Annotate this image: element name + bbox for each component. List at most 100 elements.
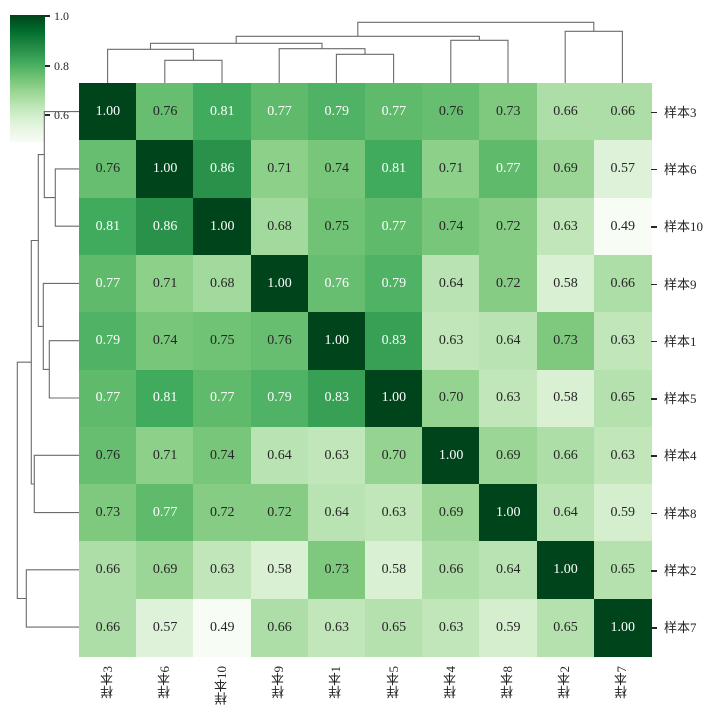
row-tick (651, 168, 657, 171)
column-label: 样本9 (271, 666, 287, 699)
row-label: 样本5 (664, 391, 697, 407)
colorbar-tick-label: 0.8 (54, 59, 69, 73)
row-label: 样本8 (664, 505, 697, 521)
heatmap-cell: 0.64 (479, 312, 538, 371)
heatmap-cell: 0.77 (136, 484, 194, 542)
heatmap-cell: 0.71 (422, 140, 480, 199)
heatmap-cell: 0.69 (536, 140, 595, 199)
heatmap-cell: 0.71 (136, 426, 194, 485)
heatmap-cell: 1.00 (307, 312, 366, 371)
heatmap-cell: 0.66 (536, 426, 595, 485)
column-label: 样本7 (614, 666, 630, 699)
heatmap-cell: 0.63 (593, 312, 652, 371)
heatmap-cell: 0.73 (479, 83, 538, 141)
heatmap-cell: 0.66 (536, 83, 595, 141)
heatmap-cell: 0.76 (79, 140, 137, 199)
heatmap-cell: 0.70 (422, 369, 480, 428)
column-label: 样本2 (557, 666, 573, 699)
column-label: 样本8 (500, 666, 515, 699)
heatmap-cell: 0.66 (422, 541, 480, 600)
heatmap-cell: 0.63 (307, 426, 366, 485)
heatmap-cell: 0.76 (250, 312, 309, 371)
heatmap-cell: 0.86 (136, 197, 194, 256)
heatmap-cell: 1.00 (422, 426, 480, 485)
heatmap-cell: 0.65 (365, 598, 423, 657)
heatmap-cell: 0.79 (307, 83, 366, 141)
row-label: 样本3 (664, 104, 697, 120)
column-label: 样本4 (442, 666, 458, 699)
heatmap-cell: 0.77 (79, 254, 137, 313)
heatmap-cell: 0.66 (250, 598, 309, 657)
heatmap-cell: 0.63 (193, 541, 252, 600)
heatmap-cell: 0.58 (250, 541, 309, 600)
heatmap-cell: 0.79 (250, 369, 309, 428)
heatmap-cell: 0.69 (422, 484, 480, 542)
heatmap-cell: 1.00 (250, 254, 309, 313)
row-tick (651, 570, 657, 572)
heatmap-cell: 0.81 (79, 197, 137, 256)
row-label: 样本2 (664, 563, 697, 579)
heatmap-cell: 0.77 (250, 83, 309, 141)
heatmap-cell: 0.74 (193, 426, 252, 485)
heatmap-cell: 0.71 (136, 254, 194, 313)
heatmap-cell: 1.00 (365, 369, 423, 428)
heatmap-cell: 0.63 (307, 598, 366, 657)
heatmap-cell: 0.65 (536, 598, 595, 657)
colorbar (10, 15, 45, 142)
heatmap-cell: 0.75 (193, 312, 252, 371)
heatmap-cell: 0.76 (136, 83, 194, 141)
heatmap-cell: 0.68 (250, 197, 309, 256)
heatmap-cell: 0.49 (593, 197, 652, 256)
heatmap-cell: 0.58 (536, 254, 595, 313)
heatmap-cell: 0.83 (307, 369, 366, 428)
heatmap-cell: 0.76 (79, 426, 137, 485)
heatmap-cell: 0.71 (250, 140, 309, 199)
heatmap-cell: 0.66 (593, 83, 652, 141)
heatmap-cell: 0.81 (365, 140, 423, 199)
heatmap-cell: 1.00 (479, 484, 538, 542)
heatmap-cell: 0.72 (479, 254, 538, 313)
colorbar-tick (45, 15, 50, 17)
row-tick (651, 398, 657, 400)
heatmap-cell: 0.77 (193, 369, 252, 428)
heatmap-cell: 0.63 (365, 484, 423, 542)
heatmap-cell: 0.77 (365, 197, 423, 256)
heatmap-cell: 0.65 (593, 541, 652, 600)
heatmap-cell: 0.76 (422, 83, 480, 141)
heatmap-cell: 0.66 (593, 254, 652, 313)
heatmap-cell: 0.74 (136, 312, 194, 371)
heatmap-cell: 0.70 (365, 426, 423, 485)
heatmap-cell: 0.77 (79, 369, 137, 428)
row-label: 样本7 (664, 620, 697, 636)
heatmap-cell: 0.58 (536, 369, 595, 428)
row-label: 样本10 (664, 219, 704, 235)
heatmap-cell: 1.00 (136, 140, 194, 199)
heatmap-cell: 0.83 (365, 312, 423, 371)
colorbar-tick (45, 65, 50, 67)
row-tick (651, 512, 657, 515)
row-tick (651, 627, 657, 629)
heatmap-cell: 0.79 (365, 254, 423, 313)
heatmap-cell: 0.79 (79, 312, 137, 371)
column-label: 样本5 (385, 666, 401, 699)
heatmap-cell: 0.63 (479, 369, 538, 428)
column-dendrogram (107, 21, 623, 83)
heatmap-cell: 0.73 (536, 312, 595, 371)
row-tick (651, 455, 657, 457)
row-dendrogram (16, 111, 79, 628)
heatmap-cell: 0.64 (250, 426, 309, 485)
heatmap-cell: 0.72 (250, 484, 309, 542)
heatmap-cell: 0.59 (479, 598, 538, 657)
row-tick (651, 226, 657, 228)
column-label: 样本1 (328, 666, 344, 699)
heatmap-cell: 0.68 (193, 254, 252, 313)
row-label: 样本6 (664, 161, 697, 177)
heatmap-cell: 0.69 (136, 541, 194, 600)
heatmap-cell: 0.57 (593, 140, 652, 199)
row-tick (651, 283, 657, 286)
heatmap-cell: 0.49 (193, 598, 252, 657)
heatmap-cell: 0.75 (307, 197, 366, 256)
heatmap-cell: 0.74 (422, 197, 480, 256)
heatmap-cell: 0.63 (422, 598, 480, 657)
